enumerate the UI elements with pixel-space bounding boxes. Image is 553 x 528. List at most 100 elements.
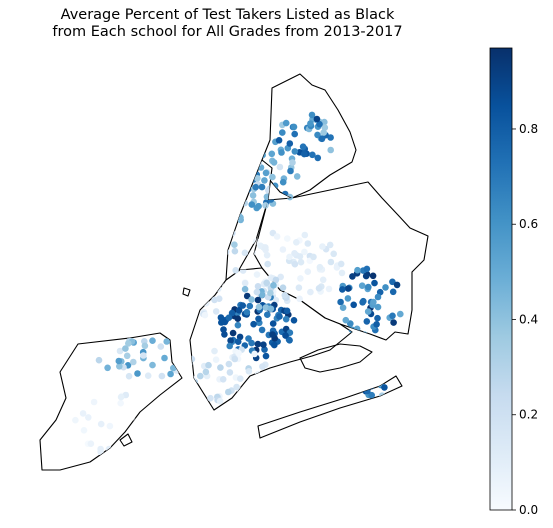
school-point bbox=[358, 282, 366, 290]
school-point bbox=[262, 352, 270, 360]
school-point bbox=[149, 361, 156, 369]
school-point bbox=[253, 288, 261, 296]
school-point bbox=[316, 120, 323, 128]
school-point bbox=[339, 286, 346, 293]
school-point bbox=[389, 312, 396, 320]
school-point bbox=[227, 337, 234, 344]
school-point bbox=[342, 316, 350, 324]
school-point bbox=[293, 239, 300, 246]
school-point bbox=[269, 331, 276, 338]
school-point bbox=[301, 248, 308, 256]
school-point bbox=[281, 292, 289, 299]
school-point bbox=[307, 288, 314, 296]
school-point bbox=[276, 313, 283, 320]
school-point bbox=[321, 124, 329, 131]
school-point bbox=[125, 340, 132, 347]
school-point bbox=[293, 173, 301, 180]
school-point bbox=[163, 338, 170, 345]
school-point bbox=[218, 319, 225, 326]
colorbar-tick-label: 0.8 bbox=[519, 122, 538, 136]
school-point bbox=[241, 279, 249, 287]
school-point bbox=[344, 295, 352, 302]
school-point bbox=[354, 266, 361, 274]
school-point bbox=[364, 308, 372, 315]
school-point bbox=[389, 278, 396, 286]
school-point bbox=[309, 151, 316, 159]
school-point bbox=[243, 308, 251, 316]
school-point bbox=[254, 283, 262, 290]
school-point bbox=[349, 273, 356, 280]
school-point bbox=[97, 420, 105, 428]
school-point bbox=[308, 111, 316, 119]
school-point bbox=[370, 298, 377, 306]
school-point bbox=[264, 260, 272, 268]
school-point bbox=[290, 123, 298, 131]
school-point bbox=[264, 311, 271, 319]
school-point bbox=[255, 202, 262, 210]
school-point bbox=[258, 291, 266, 299]
school-point bbox=[267, 289, 274, 297]
school-point bbox=[299, 143, 307, 150]
school-point bbox=[255, 315, 262, 323]
school-point bbox=[79, 410, 87, 417]
school-point bbox=[304, 268, 312, 276]
school-point bbox=[369, 272, 377, 280]
school-point bbox=[270, 282, 277, 289]
school-point bbox=[116, 347, 124, 355]
school-point bbox=[246, 302, 254, 310]
school-point bbox=[237, 375, 244, 383]
school-point bbox=[262, 169, 270, 177]
school-point bbox=[284, 235, 291, 242]
school-point bbox=[286, 140, 294, 147]
colorbar-tick-label: 0.4 bbox=[519, 312, 538, 326]
school-point bbox=[283, 307, 291, 315]
school-point bbox=[234, 338, 242, 346]
school-point bbox=[327, 146, 335, 154]
school-point bbox=[251, 350, 258, 358]
colorbar-ticks: 0.0 0.2 0.4 0.6 0.8 bbox=[512, 122, 538, 517]
school-point bbox=[149, 337, 156, 345]
school-point bbox=[122, 345, 129, 352]
school-point bbox=[141, 342, 149, 350]
school-point bbox=[282, 315, 290, 323]
school-point bbox=[282, 332, 289, 339]
school-point bbox=[72, 416, 79, 424]
school-point bbox=[289, 159, 296, 166]
school-point bbox=[235, 307, 243, 314]
school-point bbox=[279, 246, 287, 253]
school-point bbox=[374, 314, 381, 322]
school-point bbox=[158, 372, 166, 380]
school-point bbox=[382, 284, 389, 291]
school-point bbox=[212, 308, 220, 315]
school-point bbox=[217, 364, 224, 371]
school-point bbox=[286, 253, 293, 261]
school-point bbox=[123, 352, 131, 360]
school-point bbox=[80, 427, 88, 434]
school-point bbox=[215, 295, 223, 303]
school-point bbox=[234, 315, 242, 323]
school-point bbox=[197, 372, 204, 380]
school-point bbox=[231, 241, 238, 248]
school-point bbox=[167, 370, 174, 378]
chart-title: Average Percent of Test Takers Listed as… bbox=[0, 7, 455, 41]
school-point bbox=[228, 309, 236, 317]
school-point bbox=[216, 397, 224, 405]
school-point bbox=[201, 311, 209, 319]
school-point bbox=[296, 253, 304, 260]
school-point bbox=[231, 247, 239, 255]
school-point bbox=[275, 137, 283, 144]
school-point bbox=[290, 317, 298, 324]
school-point bbox=[337, 298, 344, 306]
school-point bbox=[258, 326, 266, 334]
school-point bbox=[390, 319, 397, 326]
school-point bbox=[254, 296, 262, 304]
school-point bbox=[241, 249, 249, 257]
school-point bbox=[297, 275, 304, 282]
school-point bbox=[125, 372, 133, 380]
school-point bbox=[225, 314, 233, 322]
school-point bbox=[269, 320, 277, 327]
school-point bbox=[268, 150, 276, 158]
school-point bbox=[220, 326, 227, 333]
school-point bbox=[254, 175, 261, 182]
